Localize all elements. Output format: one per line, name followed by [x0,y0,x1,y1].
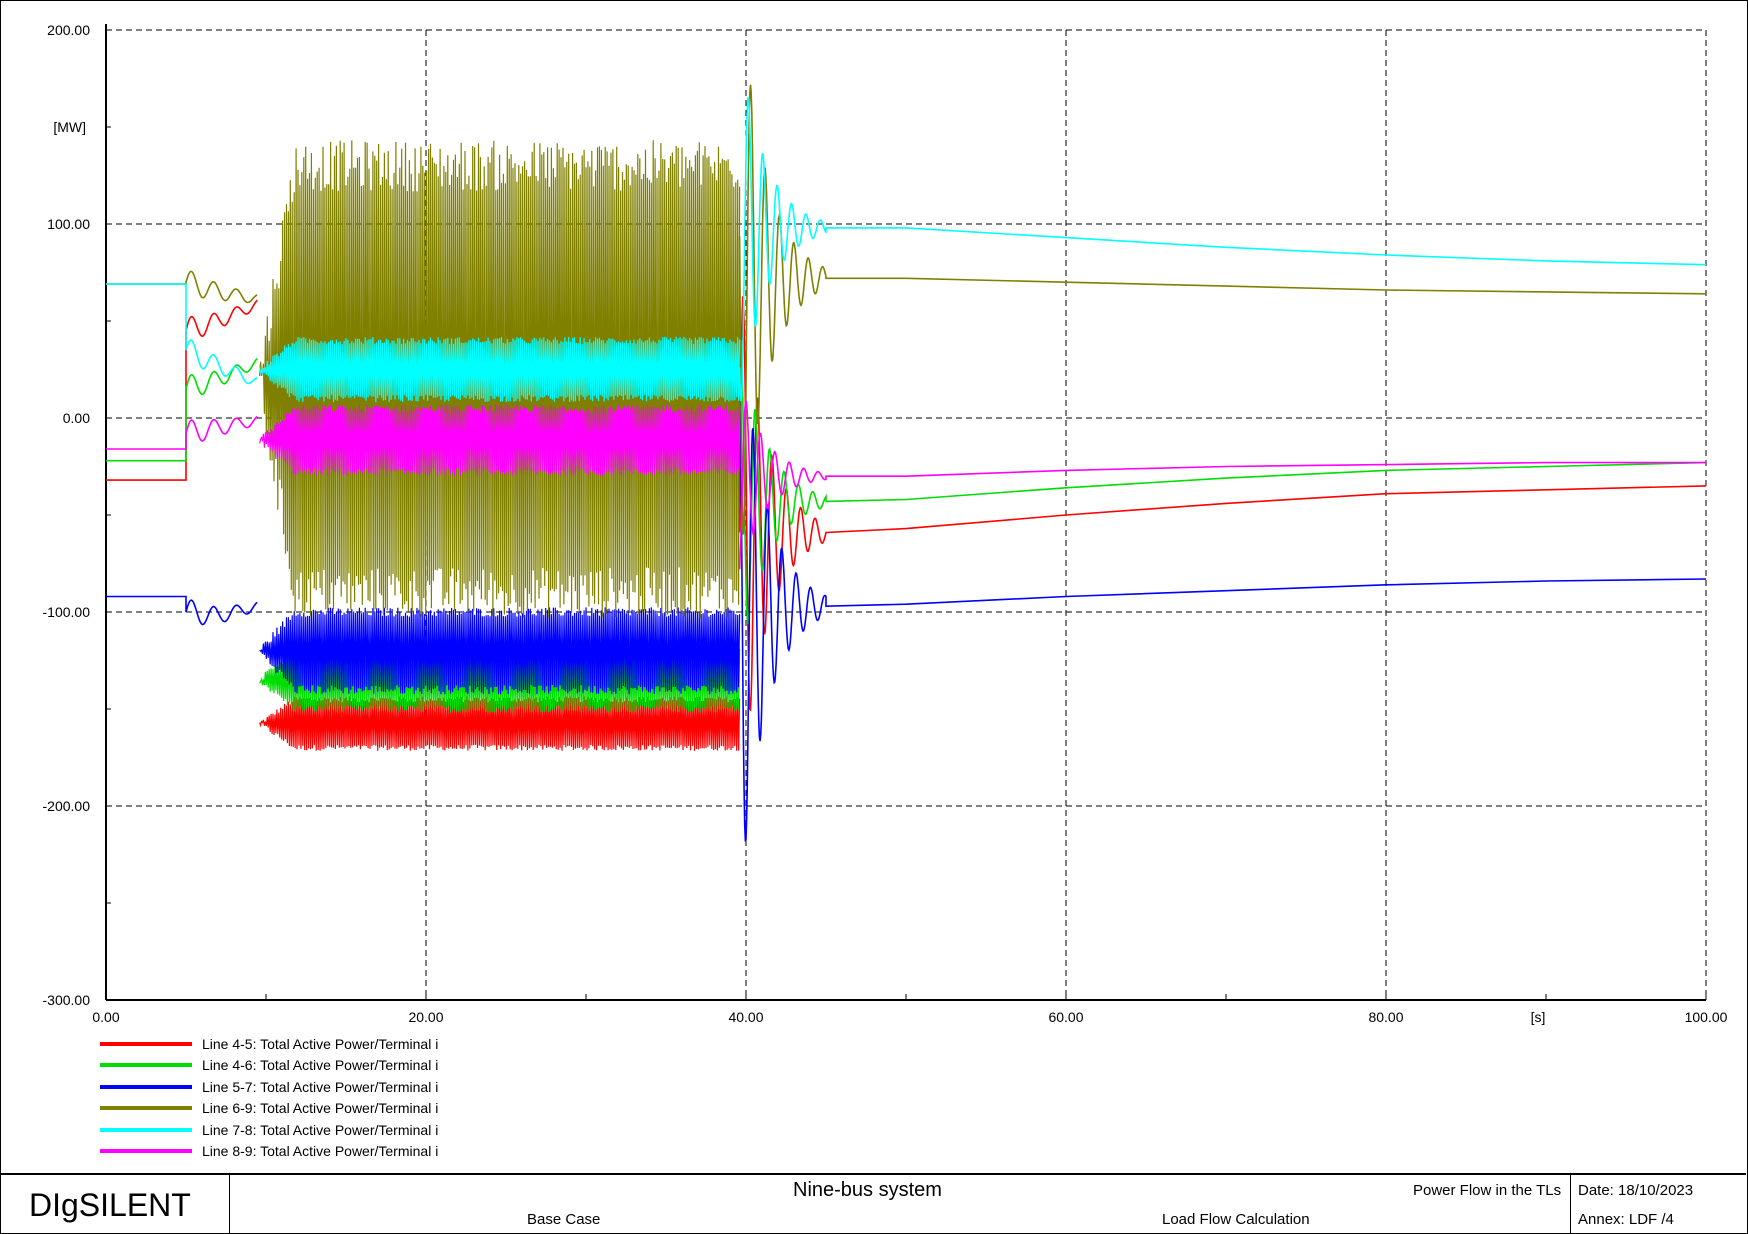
y-tick-label: 200.00 [47,22,90,38]
y-tick-label: 0.00 [63,410,90,426]
legend-swatch [100,1149,192,1154]
series-line-post [738,339,1707,624]
date-label: Date: 18/10/2023 [1578,1182,1694,1199]
page-name: Power Flow in the TLs [1413,1182,1562,1199]
axes [105,24,1707,1001]
y-tick-label: -300.00 [43,992,91,1008]
series-band [259,696,741,751]
title-cell: Nine-bus system Base Case Power Flow in … [230,1175,1571,1234]
axis-labels: 0.00 20.00 40.00 60.00 80.00 100.00 200.00 100.… [43,22,1728,1025]
x-tick-label: 40.00 [728,1009,763,1025]
study-name: Load Flow Calculation [1162,1211,1310,1228]
series-line-pre [106,299,258,481]
legend-label: Line 6-9: Total Active Power/Terminal i [202,1100,439,1117]
brand-logo: DIgSILENT [29,1187,191,1223]
legend-label: Line 4-6: Total Active Power/Terminal i [202,1057,439,1074]
legend-item: Line 6-9: Total Active Power/Terminal i [100,1098,438,1120]
y-tick-label: 100.00 [47,216,90,232]
series-band [259,404,741,477]
legend-item: Line 4-6: Total Active Power/Terminal i [100,1055,438,1077]
plot-area: 0.00 20.00 40.00 60.00 80.00 100.00 200.00 100.… [43,22,1728,1025]
series-line-post [738,332,1707,842]
legend-swatch [100,1084,192,1089]
legend-label: Line 5-7: Total Active Power/Terminal i [202,1078,439,1095]
legend-label: Line 8-9: Total Active Power/Terminal i [202,1143,439,1160]
legend-item: Line 5-7: Total Active Power/Terminal i [100,1076,438,1098]
series-line-pre [106,270,258,304]
series-5 [106,96,1707,403]
x-tick-label: 100.00 [1685,1009,1728,1025]
legend-swatch [100,1106,192,1111]
legend-swatch [100,1127,192,1132]
x-tick-label: 80.00 [1368,1009,1403,1025]
legend-item: Line 4-5: Total Active Power/Terminal i [100,1033,438,1055]
legend: Line 4-5: Total Active Power/Terminal i L… [100,1033,438,1162]
series-group [106,84,1707,842]
document-title: Nine-bus system [793,1179,942,1201]
series-band [259,607,741,695]
legend-label: Line 4-5: Total Active Power/Terminal i [202,1035,439,1052]
grid [106,29,1707,1001]
series-3 [106,332,1707,842]
x-axis-unit: [s] [1531,1009,1546,1025]
series-6 [106,400,1706,570]
legend-swatch [100,1063,192,1068]
brand-cell: DIgSILENT [0,1175,230,1234]
series-line-post [738,296,1707,712]
info-cell: Date: 18/10/2023 Annex: LDF /4 [1571,1175,1746,1234]
series-line-pre [106,357,258,462]
x-tick-label: 60.00 [1048,1009,1083,1025]
legend-swatch [100,1041,192,1046]
legend-item: Line 8-9: Total Active Power/Terminal i [100,1141,438,1163]
y-tick-label: -200.00 [43,798,91,814]
title-block: DIgSILENT Nine-bus system Base Case Powe… [0,1173,1746,1234]
legend-item: Line 7-8: Total Active Power/Terminal i [100,1119,438,1141]
legend-label: Line 7-8: Total Active Power/Terminal i [202,1121,439,1138]
series-line-post [738,400,1706,570]
x-tick-label: 20.00 [408,1009,443,1025]
series-line-post [738,96,1707,402]
annex-label: Annex: LDF /4 [1578,1211,1674,1228]
x-tick-label: 0.00 [92,1009,119,1025]
series-line-pre [106,283,258,385]
y-tick-label: -100.00 [43,604,91,620]
y-axis-label: [MW] [53,119,86,135]
series-line-pre [106,415,258,450]
series-band [259,336,741,403]
series-line-pre [106,595,258,626]
subtitle-left: Base Case [527,1211,601,1228]
